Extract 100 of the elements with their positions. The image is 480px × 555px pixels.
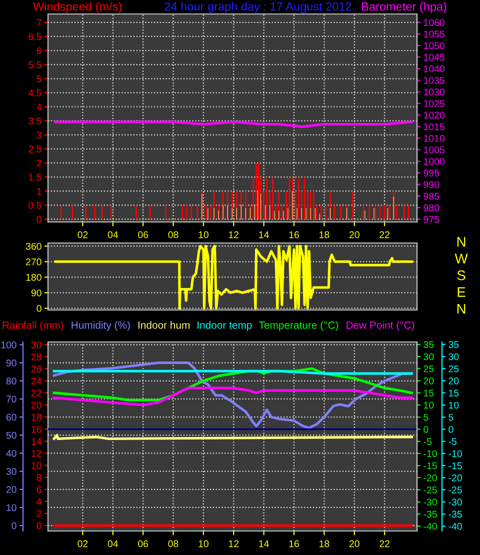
x-tick-label: 04 (108, 231, 118, 238)
x-tick-label: 18 (320, 231, 330, 238)
y2-tick-label: 28 (31, 354, 42, 360)
y2-tick-label: 1055 (424, 30, 444, 38)
text: N (457, 304, 466, 314)
y2-tick-label: -20 (448, 474, 462, 482)
y-tick-label: 50 (6, 432, 16, 439)
y2-tick-label: 1010 (424, 134, 444, 142)
y2-tick-label: 985 (424, 192, 440, 200)
y2-tick-label: 35 (448, 341, 459, 348)
y-tick-label: 3 (36, 132, 42, 138)
chart-title: 24 hour graph day : 17 August 2012 (164, 2, 352, 14)
y-tick-label: 0 (36, 305, 42, 312)
y2-tick-label: 30 (448, 353, 459, 360)
y-tick-label: -20 (424, 474, 437, 482)
y2-tick-label: 1015 (424, 123, 444, 130)
y2-tick-label: 24 (31, 378, 42, 384)
y2-tick-label: -10 (448, 450, 462, 458)
y-tick-label: 6.5 (28, 33, 42, 40)
y-tick-label: 30 (6, 468, 16, 475)
y2-tick-label: 0 (448, 426, 454, 433)
x-tick-label: 02 (78, 540, 88, 548)
y2-tick-label: 1050 (424, 42, 444, 50)
y-tick-label: 4.5 (28, 90, 42, 96)
x-tick-label: 14 (259, 231, 269, 238)
text: Humidity (%) (72, 321, 130, 331)
y-tick-label: 40 (6, 450, 16, 457)
y-tick-label: 1 (37, 188, 42, 195)
x-tick-label: 06 (138, 540, 148, 548)
y-tick-label: 5.5 (28, 61, 42, 68)
x-tick-label: 18 (320, 540, 330, 548)
y-tick-label: 20 (424, 378, 434, 384)
y-tick-label: 15 (424, 390, 434, 397)
y2-tick-label: -5 (448, 438, 456, 445)
y2-tick-label: -15 (448, 462, 462, 470)
y2-axis-title: Barometer (hpa) (362, 2, 446, 14)
y2-tick-label: 14 (32, 438, 42, 445)
y-tick-label: -30 (424, 498, 437, 506)
y-tick-label: 10 (424, 402, 434, 409)
x-tick-label: 20 (349, 231, 360, 238)
y-tick-label: -40 (424, 522, 437, 530)
y-tick-label: 0 (424, 426, 428, 433)
y2-tick-label: 1045 (424, 54, 444, 61)
text: S (457, 270, 466, 280)
text: N (457, 237, 466, 247)
y-tick-label: 25 (424, 365, 434, 372)
y2-tick-label: 25 (448, 365, 459, 372)
y2-tick-label: 22 (31, 390, 42, 396)
y2-tick-label: 995 (424, 170, 440, 177)
y2-tick-label: 10 (448, 402, 459, 409)
x-tick-label: 14 (259, 540, 269, 548)
x-tick-label: 04 (108, 540, 118, 548)
x-tick-label: 08 (168, 540, 178, 548)
y-tick-label: -25 (424, 486, 437, 494)
y-tick-label: 60 (6, 414, 16, 421)
x-tick-label: 22 (380, 231, 390, 238)
text: W (454, 254, 468, 264)
y2-tick-label: 1020 (424, 112, 444, 119)
y2-tick-label: 1005 (424, 146, 444, 154)
y2-tick-label: 8 (36, 474, 42, 481)
y-tick-label: 0 (36, 216, 42, 223)
text: Dew Point (°C) (346, 321, 414, 331)
y-tick-label: 35 (424, 341, 434, 348)
y2-tick-label: 15 (448, 390, 459, 397)
x-tick-label: 16 (289, 231, 299, 238)
text: Indoor temp (198, 321, 252, 331)
y-tick-label: 80 (6, 378, 16, 385)
y2-tick-label: 16 (32, 426, 42, 433)
y-tick-label: -5 (424, 438, 432, 445)
y-tick-label: 5 (424, 414, 428, 421)
y-tick-label: -10 (424, 450, 437, 458)
y2-tick-label: 1000 (424, 158, 444, 165)
y2-tick-label: 1040 (424, 65, 444, 72)
y-tick-label: 2.5 (28, 146, 42, 153)
y2-tick-label: 26 (31, 366, 42, 372)
y-tick-label: 10 (6, 504, 16, 512)
x-tick-label: 10 (198, 231, 208, 238)
y2-tick-label: 990 (424, 181, 440, 188)
x-tick-label: 06 (138, 231, 148, 238)
x-tick-label: 20 (349, 540, 360, 548)
y-tick-label: 5 (36, 75, 42, 82)
y2-tick-label: 18 (32, 414, 42, 421)
y-tick-label: 1.5 (28, 174, 42, 181)
x-tick-label: 16 (289, 540, 299, 548)
x-tick-label: 02 (78, 231, 88, 238)
y-tick-label: 4 (36, 104, 42, 110)
y-tick-label: 360 (26, 242, 42, 250)
y-tick-label: 30 (424, 353, 434, 360)
x-tick-label: 12 (228, 540, 239, 548)
y-tick-label: 2 (36, 160, 42, 166)
y-tick-label: 7 (36, 19, 42, 26)
text: Temperature (°C) (258, 321, 338, 331)
y-tick-label: 90 (6, 360, 16, 366)
text: E (458, 287, 466, 297)
y2-tick-label: 1060 (424, 19, 444, 26)
y2-tick-label: 1030 (424, 88, 444, 96)
y2-tick-label: -35 (448, 510, 462, 518)
y2-tick-label: -30 (448, 498, 462, 506)
y2-tick-label: 12 (32, 450, 42, 457)
y-axis-title: Windspeed (m/s) (33, 2, 122, 14)
